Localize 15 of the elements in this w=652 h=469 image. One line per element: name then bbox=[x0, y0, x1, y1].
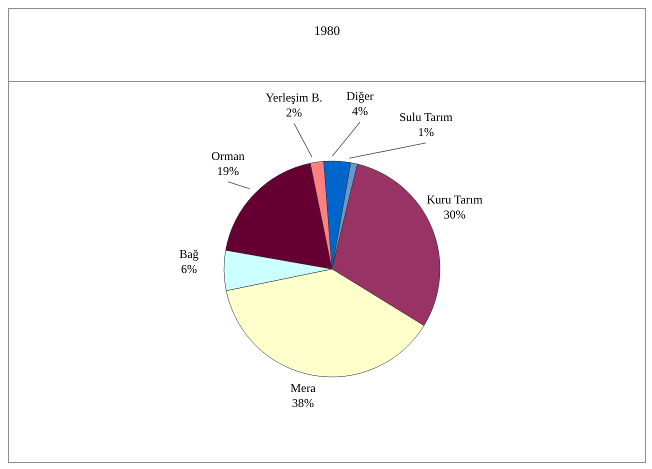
data-label: 30% bbox=[444, 207, 466, 222]
chart-title: 1980 bbox=[313, 23, 341, 39]
slice-label: Orman bbox=[211, 148, 245, 163]
slice-label: Diğer bbox=[346, 89, 374, 104]
data-label: 6% bbox=[181, 262, 198, 276]
data-label: 1% bbox=[418, 124, 434, 139]
slice-label: Bağ bbox=[179, 246, 199, 261]
data-label: 38% bbox=[292, 396, 314, 410]
slice-label: Mera bbox=[290, 380, 316, 395]
slice-label: Yerleşim B. bbox=[266, 90, 322, 104]
data-label: 2% bbox=[286, 105, 302, 120]
data-label: 4% bbox=[352, 104, 368, 118]
slice-label: Kuru Tarım bbox=[426, 192, 484, 206]
slice-label: Sulu Tarım bbox=[399, 110, 454, 124]
data-label: 19% bbox=[217, 164, 239, 178]
